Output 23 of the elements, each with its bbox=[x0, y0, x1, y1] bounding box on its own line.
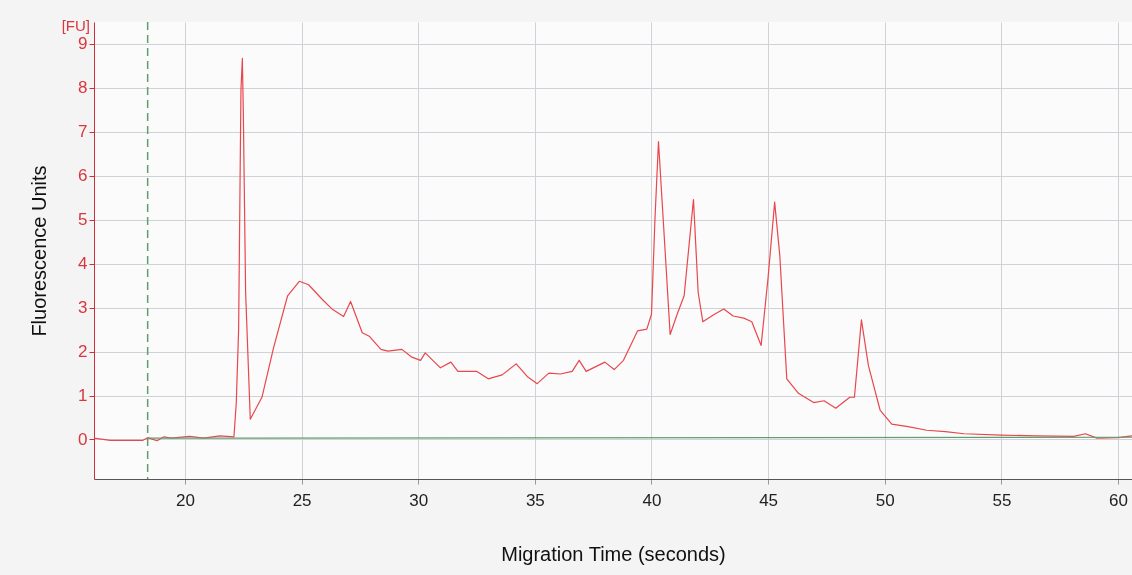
y-tick-label: 7 bbox=[78, 122, 88, 142]
x-tick-label: 30 bbox=[409, 490, 429, 510]
y-tick-label: 5 bbox=[78, 210, 88, 230]
y-tick-label: 1 bbox=[78, 386, 88, 406]
y-tick-label: 2 bbox=[78, 342, 88, 362]
x-tick-label: 35 bbox=[525, 490, 545, 510]
y-tick-label: 9 bbox=[78, 34, 88, 54]
x-tick-label: 50 bbox=[875, 490, 895, 510]
y-tick-label: 4 bbox=[78, 254, 88, 274]
text: [FU] bbox=[61, 17, 90, 34]
x-tick-label: 60 bbox=[1109, 490, 1128, 510]
y-tick-label: 8 bbox=[78, 78, 88, 98]
line-series bbox=[94, 57, 1132, 442]
x-tick-label: 20 bbox=[176, 490, 195, 510]
x-tick-label: 45 bbox=[759, 490, 779, 510]
x-axis-title: Migration Time (seconds) bbox=[501, 542, 726, 565]
x-tick-label: 25 bbox=[292, 490, 312, 510]
x-tick-label: 55 bbox=[992, 490, 1012, 510]
x-tick-label: 40 bbox=[642, 490, 662, 510]
y-tick-label: 0 bbox=[78, 429, 88, 449]
y-axis-title: Fluorescence Units bbox=[28, 165, 51, 337]
y-tick-label: 6 bbox=[78, 166, 88, 186]
y-tick-label: 3 bbox=[78, 298, 88, 318]
